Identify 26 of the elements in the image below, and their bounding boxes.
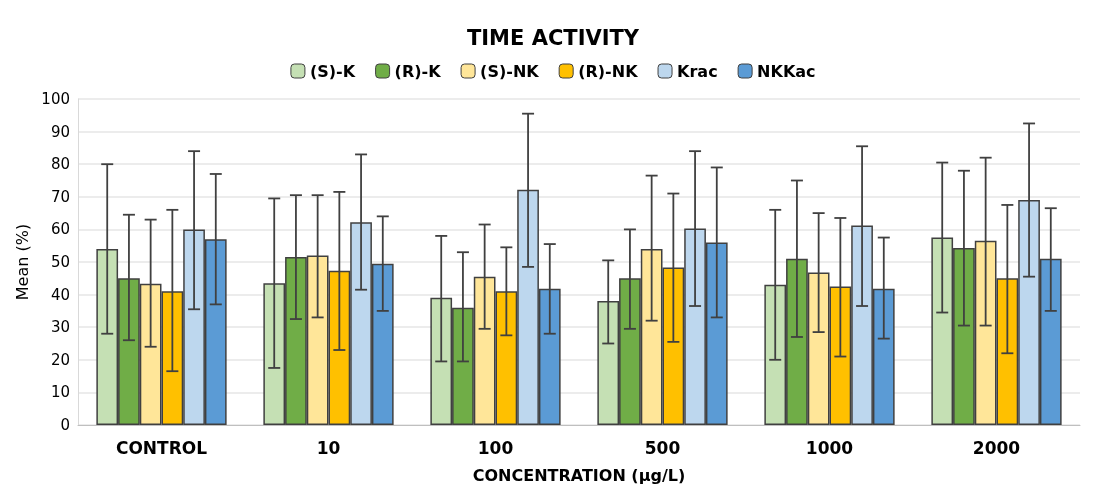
y-tick-label: 100 [41,90,70,108]
y-tick-label: 80 [50,155,70,174]
y-tick-label: 10 [50,383,70,402]
x-tick-label: 10 [316,437,341,458]
y-tick-label: 60 [50,220,70,239]
legend-label: (S)-K [309,61,356,81]
x-tick-label: 500 [644,437,681,458]
legend-label: (R)-K [394,61,442,81]
x-tick-label: 2000 [972,437,1021,458]
chart-title: TIME ACTIVITY [466,25,640,50]
legend-label: (R)-NK [578,61,639,81]
legend-label: (S)-NK [480,61,540,81]
y-tick-label: 20 [50,350,70,369]
x-tick-label: 1000 [805,437,854,458]
y-axis-title: Mean (%) [12,223,32,301]
legend-label: Krac [677,61,718,81]
legend-label: NKKac [757,61,816,81]
x-axis-title: CONCENTRATION (µg/L) [472,465,686,485]
y-tick-label: 90 [50,122,70,141]
y-tick-label: 50 [50,253,70,271]
y-tick-label: 40 [50,285,70,304]
y-tick-label: 30 [50,318,70,337]
x-tick-label: 100 [477,437,514,458]
x-tick-label: CONTROL [115,437,208,458]
y-tick-label: 70 [50,187,70,206]
y-tick-label: 0 [60,416,70,434]
